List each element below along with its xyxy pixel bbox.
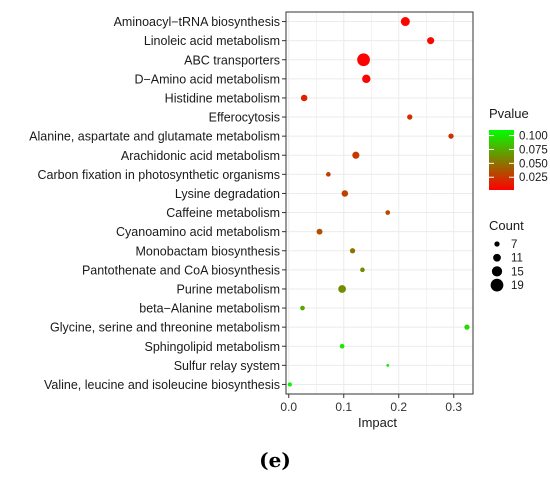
data-point	[341, 190, 349, 197]
pvalue-colorbar	[489, 130, 514, 190]
data-point	[300, 305, 305, 311]
count-legend-title: Count	[489, 218, 524, 233]
data-point	[407, 114, 413, 120]
colorbar-tick-label: 0.075	[519, 144, 548, 156]
x-axis-title: Impact	[358, 415, 397, 430]
data-point	[400, 17, 410, 27]
data-point	[385, 210, 391, 215]
data-point	[427, 37, 435, 45]
data-point	[352, 151, 360, 159]
data-point	[360, 267, 365, 273]
plot-area: Aminoacyl−tRNA biosynthesis Linoleic acid…	[29, 11, 474, 430]
data-point	[464, 324, 470, 330]
y-category-label: Carbon fixation in photosynthetic organi…	[38, 168, 281, 182]
y-category-label: Valine, leucine and isoleucine biosynthe…	[44, 378, 280, 392]
data-point	[326, 172, 331, 177]
y-category-label: Linoleic acid metabolism	[144, 34, 280, 48]
y-category-label: Sulfur relay system	[174, 359, 280, 373]
y-category-label: Arachidonic acid metabolism	[121, 149, 280, 163]
count-legend-label: 7	[511, 239, 517, 251]
y-category-label: Caffeine metabolism	[166, 206, 280, 220]
y-category-label: Alanine, aspartate and glutamate metabol…	[29, 130, 280, 144]
panel-label: (e)	[259, 448, 291, 472]
data-point	[300, 94, 308, 102]
y-category-label: Glycine, serine and threonine metabolism	[50, 321, 280, 335]
count-legend-dot	[490, 278, 504, 292]
pathway-impact-chart: Aminoacyl−tRNA biosynthesis Linoleic acid…	[29, 11, 548, 430]
plot-border	[285, 11, 474, 395]
x-tick-label: 0.1	[335, 400, 352, 414]
count-legend-label: 11	[511, 253, 523, 265]
y-category-label: Histidine metabolism	[165, 91, 280, 105]
y-category-label: D−Amino acid metabolism	[134, 72, 280, 86]
y-category-label: ABC transporters	[184, 53, 280, 67]
data-point	[339, 343, 345, 349]
y-category-label: Monobactam biosynthesis	[135, 244, 280, 258]
data-point	[362, 74, 371, 84]
y-category-label: Purine metabolism	[176, 282, 280, 296]
data-point	[338, 285, 346, 293]
colorbar-tick-label: 0.050	[519, 158, 548, 170]
data-point	[316, 228, 323, 235]
count-legend-label: 19	[511, 280, 524, 292]
plot-panel	[285, 11, 474, 395]
count-legend-label: 15	[511, 266, 524, 278]
y-category-label: Aminoacyl−tRNA biosynthesis	[114, 15, 280, 29]
data-point	[357, 53, 370, 67]
data-point	[448, 133, 454, 139]
count-legend-dot	[491, 266, 503, 277]
count-legend-dot	[494, 241, 500, 247]
y-category-label: beta−Alanine metabolism	[139, 302, 280, 316]
pvalue-legend-title: Pvalue	[489, 106, 529, 121]
colorbar-tick-label: 0.100	[519, 131, 548, 143]
y-category-label: Sphingolipid metabolism	[145, 340, 281, 354]
y-category-label: Cyanoamino acid metabolism	[116, 225, 280, 239]
x-tick-label: 0.3	[445, 400, 462, 414]
y-category-label: Lysine degradation	[175, 187, 280, 201]
x-tick-label: 0.2	[390, 400, 407, 414]
x-tick-label: 0.0	[280, 400, 297, 414]
data-point	[386, 363, 390, 367]
count-legend-dot	[493, 253, 501, 262]
y-category-label: Efferocytosis	[209, 111, 280, 125]
data-point	[287, 382, 292, 387]
data-point	[349, 248, 356, 254]
y-category-label: Pantothenate and CoA biosynthesis	[82, 263, 280, 277]
colorbar-tick-label: 0.025	[519, 172, 548, 184]
